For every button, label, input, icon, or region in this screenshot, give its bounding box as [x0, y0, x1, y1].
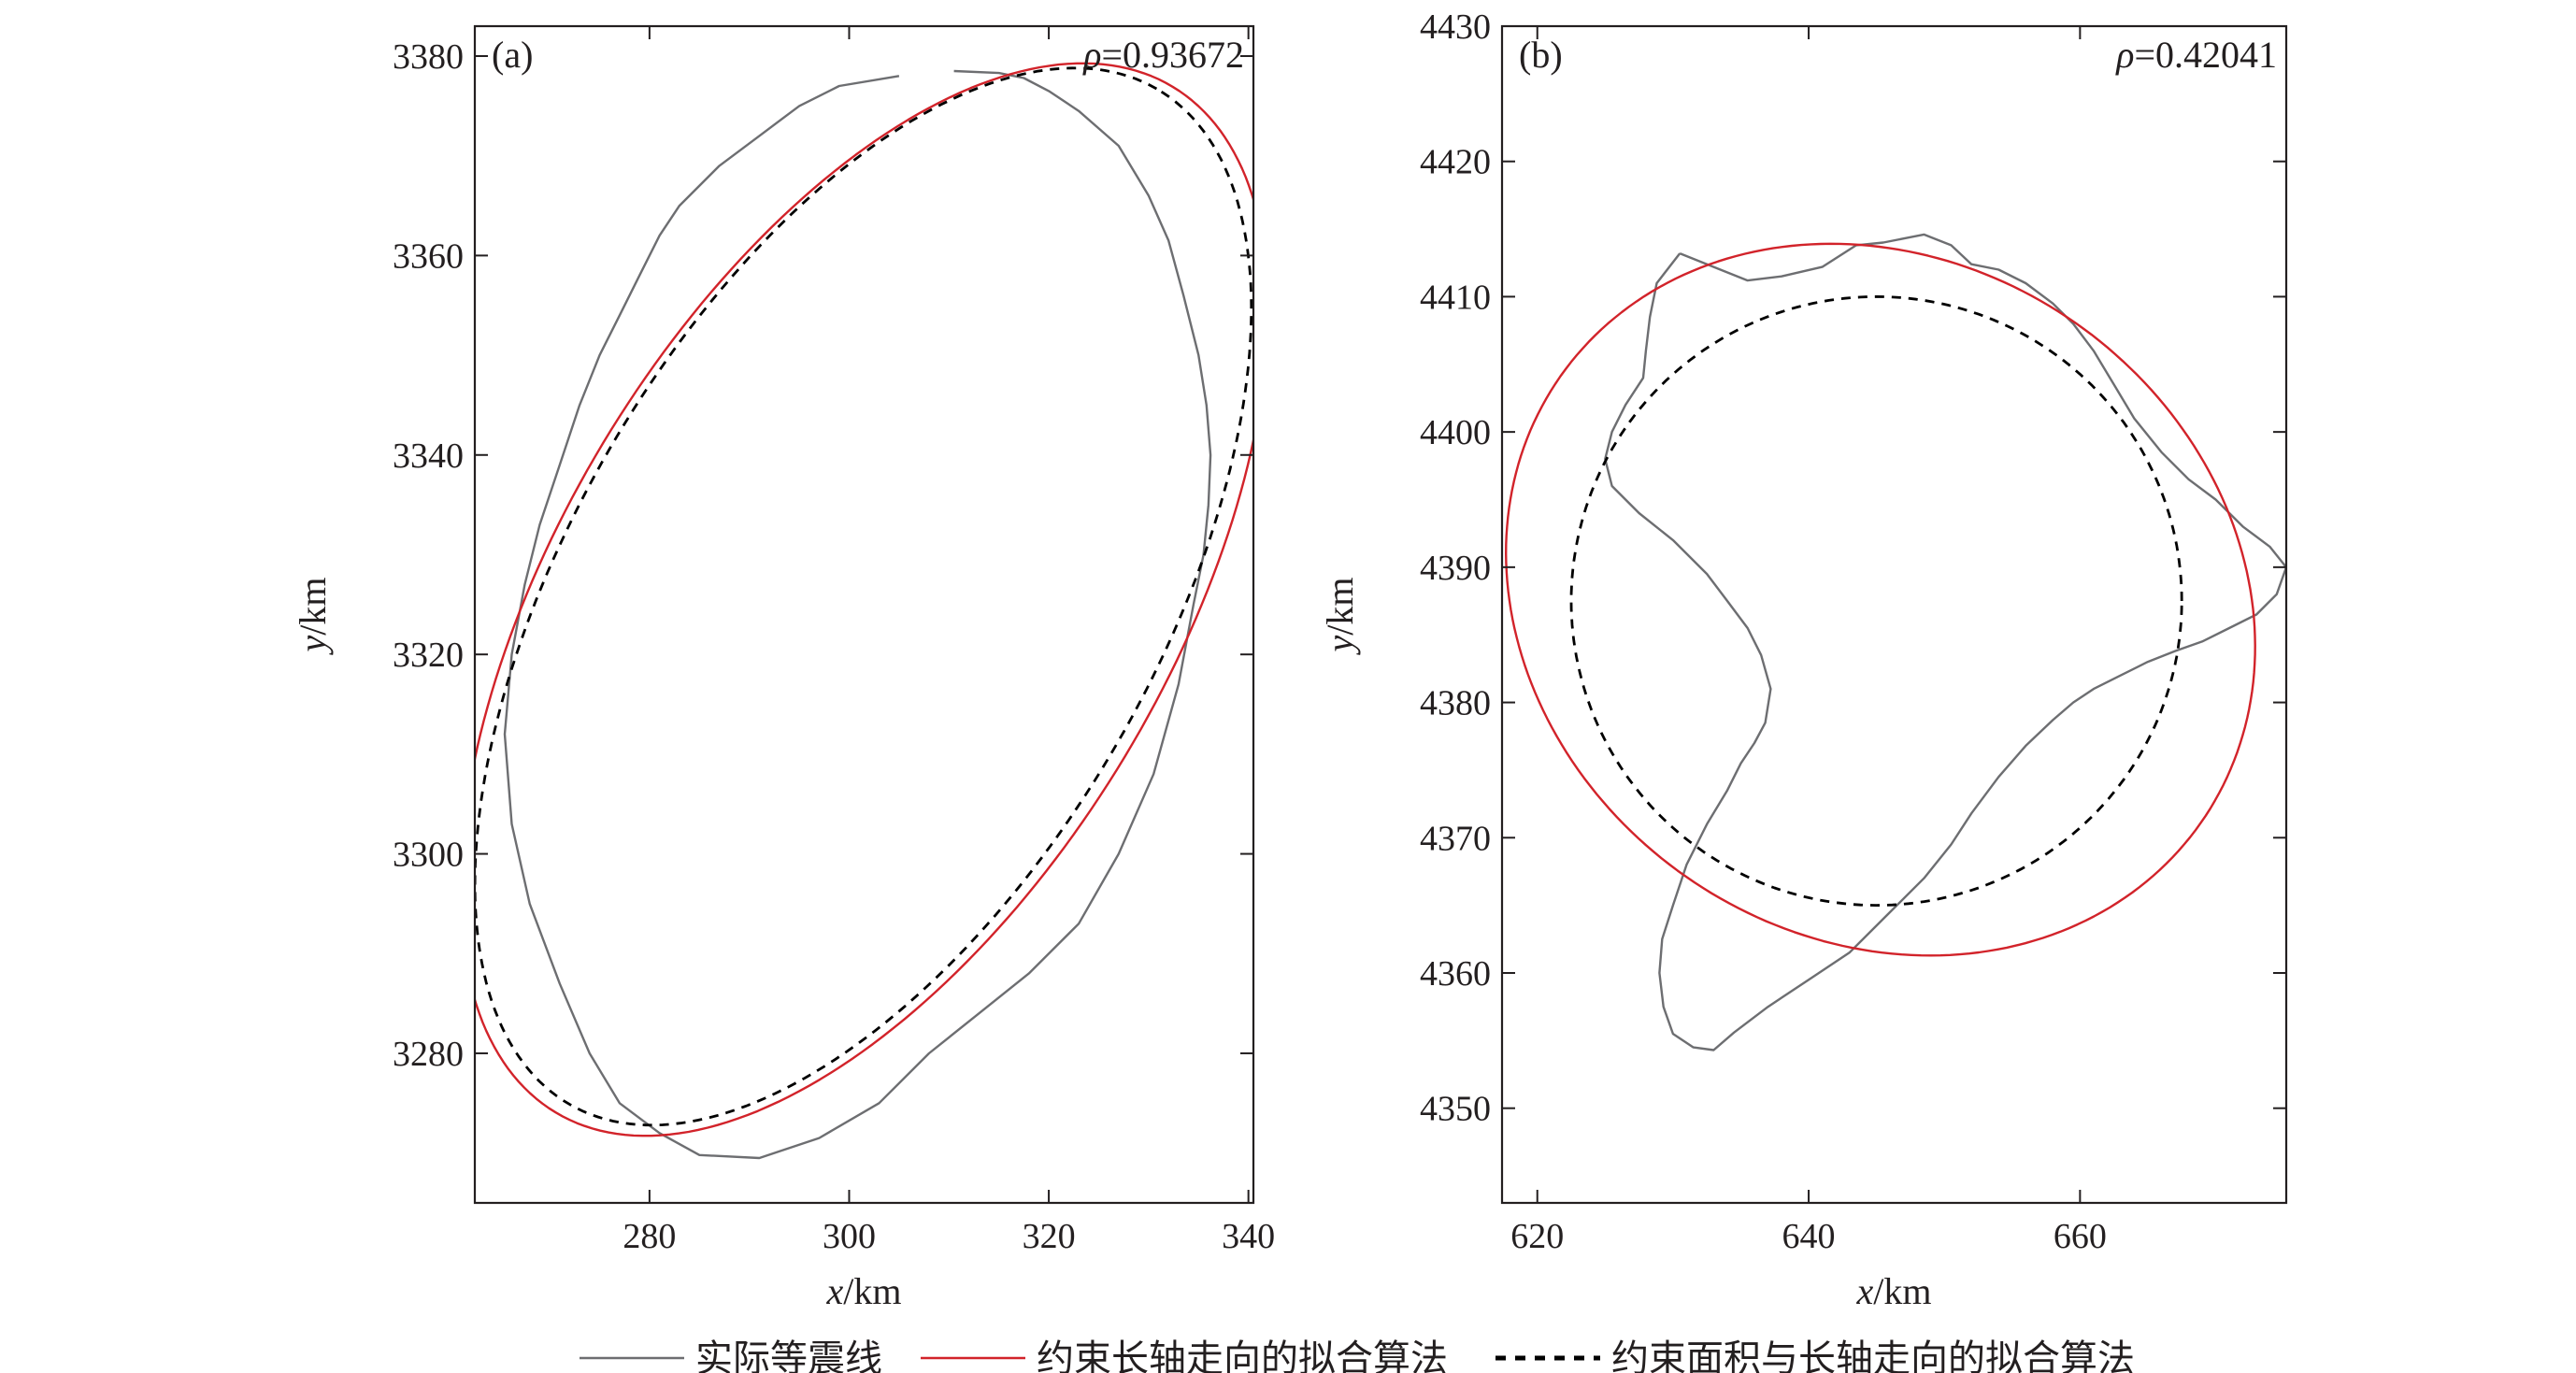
y-tick-label-b: 4430 — [1420, 7, 1491, 47]
plot-frame-a — [473, 24, 1255, 1205]
legend-label-area-axis-constrained-fit: 约束面积与长轴走向的拟合算法 — [1611, 1337, 2135, 1373]
y-tick-label-b: 4390 — [1420, 549, 1491, 588]
series-axis-constrained-fit-b — [1505, 242, 2256, 957]
rho-label-b: ρ=0.42041 — [2114, 34, 2277, 76]
y-tick-label-b: 4410 — [1420, 278, 1491, 317]
y-axis-label-a: y/km — [292, 578, 334, 656]
legend-label-axis-constrained-fit: 约束长轴走向的拟合算法 — [1037, 1337, 1448, 1373]
series-actual-isoseismal-a — [503, 69, 1212, 1160]
rho-label-a: ρ=0.93672 — [1081, 34, 1244, 76]
panel-label-a: (a) — [492, 34, 533, 76]
plot-area-b — [1505, 233, 2286, 1051]
y-tick-label-b: 4400 — [1420, 413, 1491, 452]
series-axis-constrained-fit-a — [475, 62, 1253, 1137]
panel-label-b: (b) — [1519, 34, 1563, 76]
plot-area-a — [475, 62, 1253, 1160]
x-tick-label-b: 660 — [2054, 1217, 2107, 1256]
y-tick-label-a: 3300 — [393, 836, 464, 875]
legend: 实际等震线 约束长轴走向的拟合算法 约束面积与长轴走向的拟合算法 — [580, 1337, 2135, 1373]
y-tick-label-b: 4350 — [1420, 1090, 1491, 1129]
y-tick-label-a: 3320 — [393, 636, 464, 675]
y-axis-label-b: y/km — [1319, 578, 1361, 656]
x-tick-label-b: 640 — [1782, 1217, 1836, 1256]
x-tick-label-b: 620 — [1510, 1217, 1564, 1256]
plot-frame-b — [1500, 24, 2288, 1205]
y-tick-label-a: 3360 — [393, 236, 464, 276]
x-axis-label-b: x/km — [1856, 1270, 1932, 1312]
series-area-axis-constrained-fit-a — [475, 66, 1253, 1127]
y-tick-label-a: 3280 — [393, 1035, 464, 1074]
panel-b: 620 640 660 4350 4360 4370 4380 4390 4400 4410 442… — [1319, 7, 2288, 1312]
y-tick-label-b: 4360 — [1420, 954, 1491, 994]
series-area-axis-constrained-fit-b — [1569, 295, 2183, 907]
x-tick-label-a: 340 — [1222, 1217, 1275, 1256]
y-tick-label-b: 4370 — [1420, 819, 1491, 858]
y-tick-label-b: 4380 — [1420, 684, 1491, 723]
series-actual-isoseismal-b — [1604, 233, 2286, 1051]
panel-a: 280 300 320 340 3280 3300 3320 3340 3360 3380 x/km… — [292, 24, 1275, 1312]
legend-label-actual-isoseismal: 实际等震线 — [695, 1337, 882, 1373]
x-tick-label-a: 320 — [1023, 1217, 1076, 1256]
y-tick-label-a: 3340 — [393, 436, 464, 476]
x-axis-label-a: x/km — [826, 1270, 902, 1312]
x-tick-label-a: 280 — [623, 1217, 676, 1256]
x-tick-label-a: 300 — [823, 1217, 876, 1256]
y-tick-label-b: 4420 — [1420, 143, 1491, 182]
y-tick-label-a: 3380 — [393, 37, 464, 77]
